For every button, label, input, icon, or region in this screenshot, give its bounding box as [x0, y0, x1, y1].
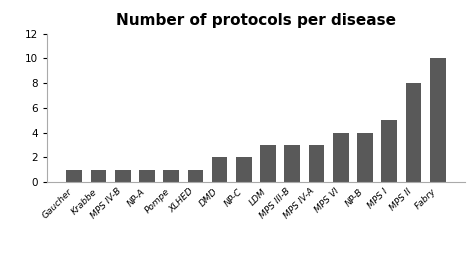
Bar — [236, 157, 252, 182]
Bar — [382, 120, 397, 182]
Bar — [212, 157, 228, 182]
Bar — [284, 145, 300, 182]
Bar — [163, 170, 179, 182]
Bar — [260, 145, 276, 182]
Title: Number of protocols per disease: Number of protocols per disease — [116, 13, 396, 28]
Bar — [357, 132, 373, 182]
Bar — [188, 170, 203, 182]
Bar — [115, 170, 130, 182]
Bar — [309, 145, 324, 182]
Bar — [333, 132, 349, 182]
Bar — [66, 170, 82, 182]
Bar — [139, 170, 155, 182]
Bar — [406, 83, 421, 182]
Bar — [430, 58, 446, 182]
Bar — [91, 170, 106, 182]
